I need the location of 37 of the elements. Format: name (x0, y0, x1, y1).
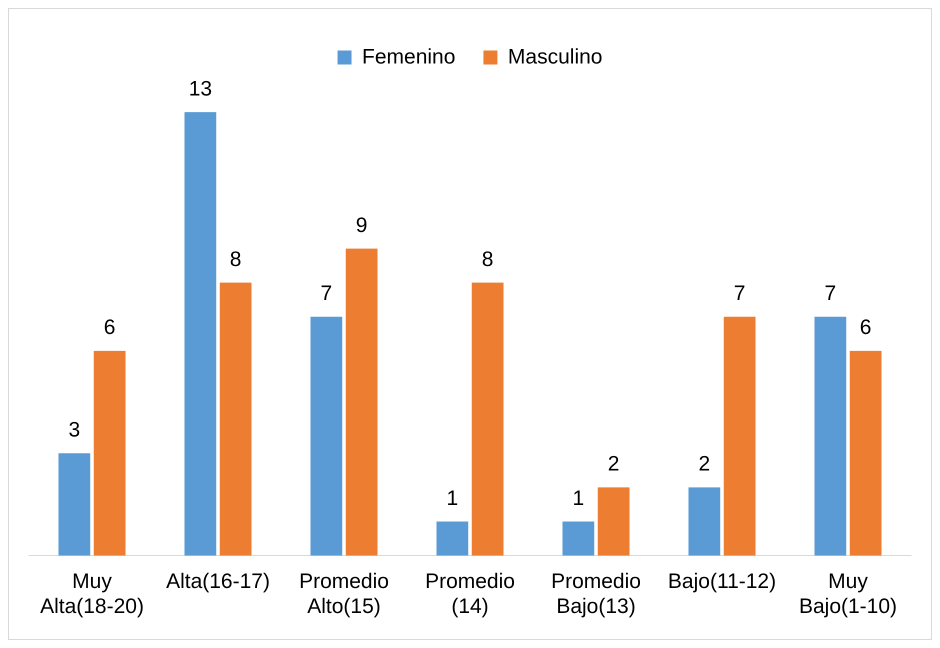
bar (850, 350, 882, 556)
x-tick-label: Bajo(11-12) (668, 570, 776, 593)
data-label: 2 (698, 452, 710, 476)
bar (688, 487, 720, 556)
bar (310, 316, 342, 556)
data-label: 6 (104, 316, 116, 340)
data-label: 7 (734, 282, 746, 306)
data-label: 2 (608, 452, 620, 476)
data-label: 7 (320, 282, 332, 306)
bar (724, 316, 756, 556)
data-label: 1 (572, 486, 584, 510)
bar (58, 453, 90, 556)
data-label: 3 (68, 418, 80, 442)
data-label: 9 (356, 214, 368, 237)
bar (562, 521, 594, 556)
data-label: 1 (446, 486, 458, 510)
x-tick-label: Promedio Bajo(13) (551, 570, 641, 618)
x-tick-label: Muy Alta(18-20) (40, 570, 144, 618)
data-label: 8 (482, 248, 494, 271)
bar (346, 248, 378, 556)
x-tick-label: Promedio Alto(15) (299, 570, 389, 618)
x-tick-label: Promedio (14) (425, 570, 515, 618)
bar (184, 112, 216, 556)
x-tick-label: Muy Bajo(1-10) (798, 570, 898, 618)
bar (814, 316, 846, 556)
bar (598, 487, 630, 556)
data-label: 7 (824, 282, 836, 306)
bar (220, 282, 252, 556)
bar (94, 350, 126, 556)
bar (472, 282, 504, 556)
data-label: 6 (860, 316, 872, 340)
legend-label: Femenino (362, 45, 456, 68)
x-tick-label: Alta(16-17) (166, 570, 270, 593)
legend-label: Masculino (508, 45, 602, 68)
data-label: 8 (230, 248, 242, 271)
bar (436, 521, 468, 556)
data-label: 13 (188, 77, 212, 100)
